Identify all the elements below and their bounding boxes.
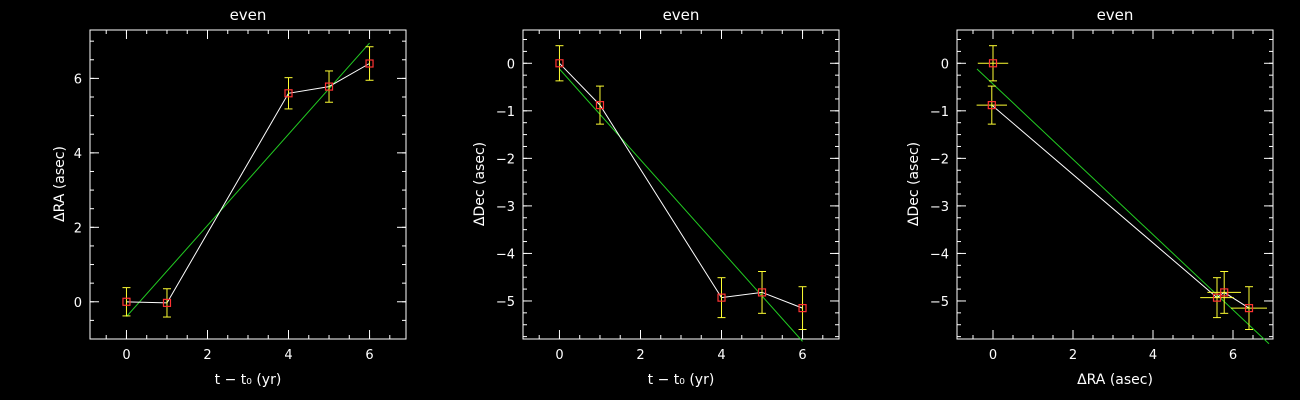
panel-dec-vs-time: even t − t₀ (yr) ΔDec (asec) 0 2 4 6 0 −1 −2 −3… — [472, 6, 840, 388]
data-point — [365, 59, 374, 68]
panel-ra-vs-time: even t − t₀ (yr) ΔRA (asec) 0 2 4 6 0 2 4 6 — [52, 6, 407, 388]
data-point — [1244, 304, 1254, 313]
data-point — [284, 89, 293, 98]
y-tick-label: −1 — [496, 105, 515, 120]
x-axis-label: ΔRA (asec) — [1077, 372, 1153, 388]
x-tick-label: 0 — [122, 348, 130, 363]
y-tick-label: −3 — [930, 200, 949, 215]
x-tick-label: 2 — [1069, 348, 1077, 363]
data-point — [757, 288, 767, 297]
y-tick-label: 4 — [74, 147, 82, 162]
x-tick-label: 4 — [717, 348, 725, 363]
panel-title: even — [230, 6, 267, 24]
x-tick-label: 4 — [284, 348, 292, 363]
y-tick-label: 2 — [74, 221, 82, 236]
data-point — [987, 101, 996, 110]
panel-title: even — [1097, 6, 1134, 24]
y-tick-label: −2 — [930, 152, 949, 167]
x-tick-label: 2 — [203, 348, 211, 363]
data-point — [1212, 293, 1222, 302]
panel-title: even — [663, 6, 700, 24]
data-point — [717, 293, 726, 302]
x-tick-label: 6 — [798, 348, 806, 363]
y-tick-label: −3 — [496, 200, 515, 215]
x-tick-label: 4 — [1149, 348, 1157, 363]
y-tick-label: −5 — [930, 295, 949, 310]
y-axis-label: ΔDec (asec) — [906, 142, 922, 226]
y-tick-label: 6 — [74, 72, 82, 87]
panel-dec-vs-ra: even ΔRA (asec) ΔDec (asec) 0 2 4 6 0 −1 −2 −3 −… — [906, 6, 1274, 388]
data-point — [1220, 288, 1229, 297]
y-tick-label: −4 — [496, 247, 515, 262]
data-point — [798, 304, 807, 313]
x-tick-label: 2 — [636, 348, 644, 363]
y-tick-label: 0 — [941, 57, 949, 72]
x-tick-label: 0 — [989, 348, 997, 363]
x-tick-label: 0 — [555, 348, 563, 363]
y-tick-label: −1 — [930, 105, 949, 120]
y-tick-label: 0 — [507, 57, 515, 72]
plot-frame — [956, 29, 1274, 340]
y-axis-label: ΔRA (asec) — [52, 146, 68, 222]
y-tick-label: −4 — [930, 247, 949, 262]
x-axis-label: t − t₀ (yr) — [648, 372, 715, 388]
data-point — [595, 101, 605, 110]
y-tick-label: 0 — [74, 296, 82, 311]
x-tick-label: 6 — [365, 348, 373, 363]
x-tick-label: 6 — [1229, 348, 1237, 363]
data-point — [988, 59, 998, 68]
data-point — [555, 59, 564, 68]
data-point — [122, 297, 131, 306]
data-point — [324, 82, 334, 91]
y-axis-label: ΔDec (asec) — [472, 142, 488, 226]
x-axis-label: t − t₀ (yr) — [215, 372, 282, 388]
data-point — [162, 298, 172, 307]
y-tick-label: −5 — [496, 295, 515, 310]
y-tick-label: −2 — [496, 152, 515, 167]
